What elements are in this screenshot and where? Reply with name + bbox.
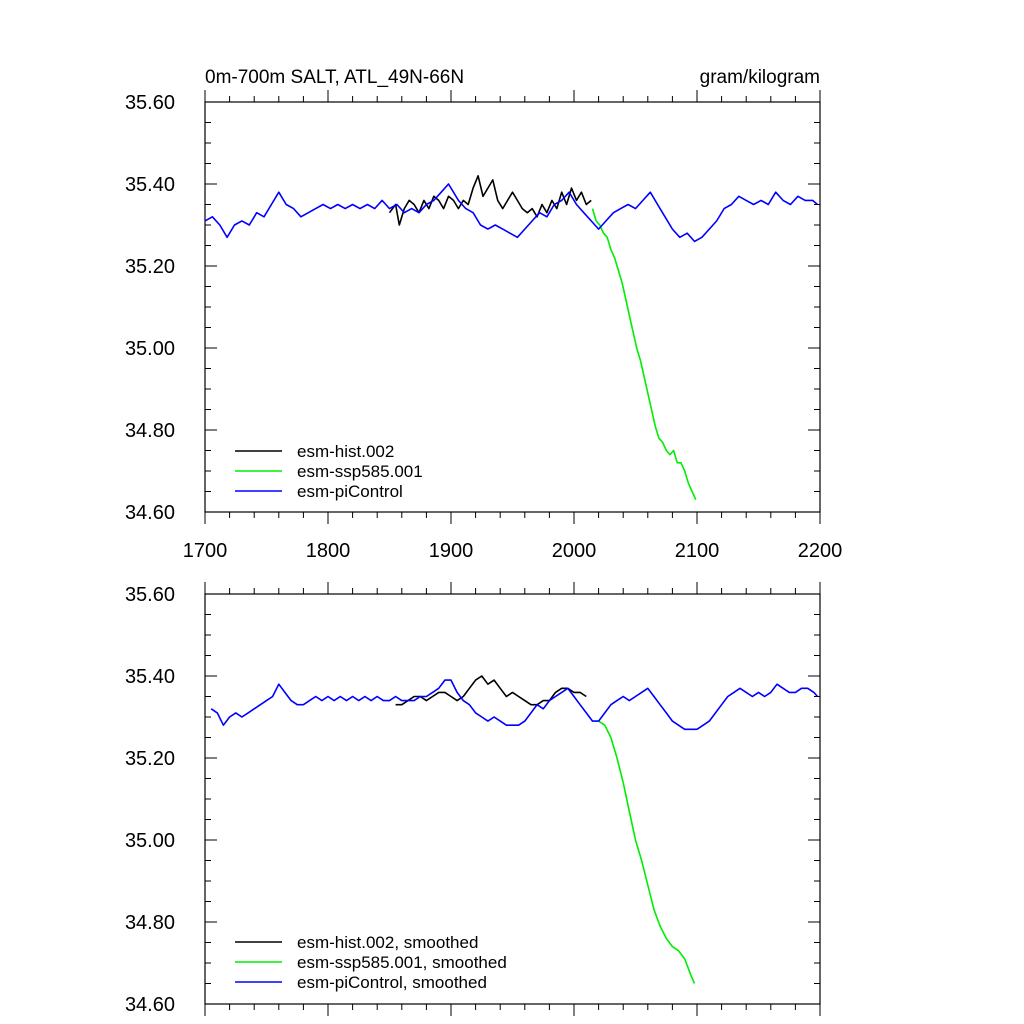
top-tick-marks: 34.60 34.80 35.00 35.20 35.40 35.60 1700 1800 19… <box>125 90 842 562</box>
legend-label-esm-picontrol: esm-piControl <box>297 482 403 501</box>
legend-label-esm-ssp585: esm-ssp585.001 <box>297 462 423 481</box>
top-x-tick-label: 2200 <box>798 540 843 562</box>
top-x-tick-label: 2000 <box>552 540 597 562</box>
legend-label-esm-hist-smoothed: esm-hist.002, smoothed <box>297 933 478 952</box>
top-x-tick-label: 1700 <box>183 540 228 562</box>
series-line-esm-hist-002 <box>388 175 592 226</box>
series-line-esm-picontrol <box>204 183 819 243</box>
series-line-esm-picontrol-smoothed <box>210 679 819 731</box>
bottom-y-tick-label: 35.40 <box>125 666 175 688</box>
legend-label-esm-ssp585-smoothed: esm-ssp585.001, smoothed <box>297 953 507 972</box>
top-y-tick-label: 35.00 <box>125 338 175 360</box>
top-x-tick-label: 2100 <box>675 540 720 562</box>
bottom-tick-marks: 34.60 34.80 35.00 35.20 35.40 35.60 <box>125 582 821 1016</box>
legend-label-esm-hist: esm-hist.002 <box>297 442 394 461</box>
top-y-tick-label: 34.60 <box>125 502 175 524</box>
bottom-y-tick-label: 35.60 <box>125 584 175 606</box>
bottom-series-group <box>210 675 819 984</box>
top-series-group <box>204 175 819 501</box>
bottom-legend: esm-hist.002, smoothed esm-ssp585.001, s… <box>235 933 507 992</box>
bottom-y-tick-label: 34.80 <box>125 912 175 934</box>
top-legend: esm-hist.002 esm-ssp585.001 esm-piContro… <box>235 442 423 501</box>
series-line-esm-ssp585-001 <box>591 208 697 501</box>
units-label: gram/kilogram <box>700 67 820 88</box>
top-x-tick-label: 1900 <box>429 540 474 562</box>
top-y-tick-label: 35.60 <box>125 92 175 114</box>
series-line-esm-ssp585-001-smoothed <box>598 720 696 984</box>
top-y-tick-label: 34.80 <box>125 420 175 442</box>
bottom-y-tick-label: 34.60 <box>125 994 175 1016</box>
top-x-tick-label: 1800 <box>306 540 351 562</box>
legend-label-esm-picontrol-smoothed: esm-piControl, smoothed <box>297 973 487 992</box>
bottom-panel: 34.60 34.80 35.00 35.20 35.40 35.60 esm-hist.… <box>125 582 821 1016</box>
top-y-tick-label: 35.40 <box>125 174 175 196</box>
bottom-y-tick-label: 35.00 <box>125 830 175 852</box>
top-y-tick-label: 35.20 <box>125 256 175 278</box>
top-panel: 34.60 34.80 35.00 35.20 35.40 35.60 1700 1800 19… <box>125 90 842 562</box>
chart-title: 0m-700m SALT, ATL_49N-66N <box>205 67 464 88</box>
series-line-esm-hist-002-smoothed <box>395 675 587 706</box>
bottom-y-tick-label: 35.20 <box>125 748 175 770</box>
